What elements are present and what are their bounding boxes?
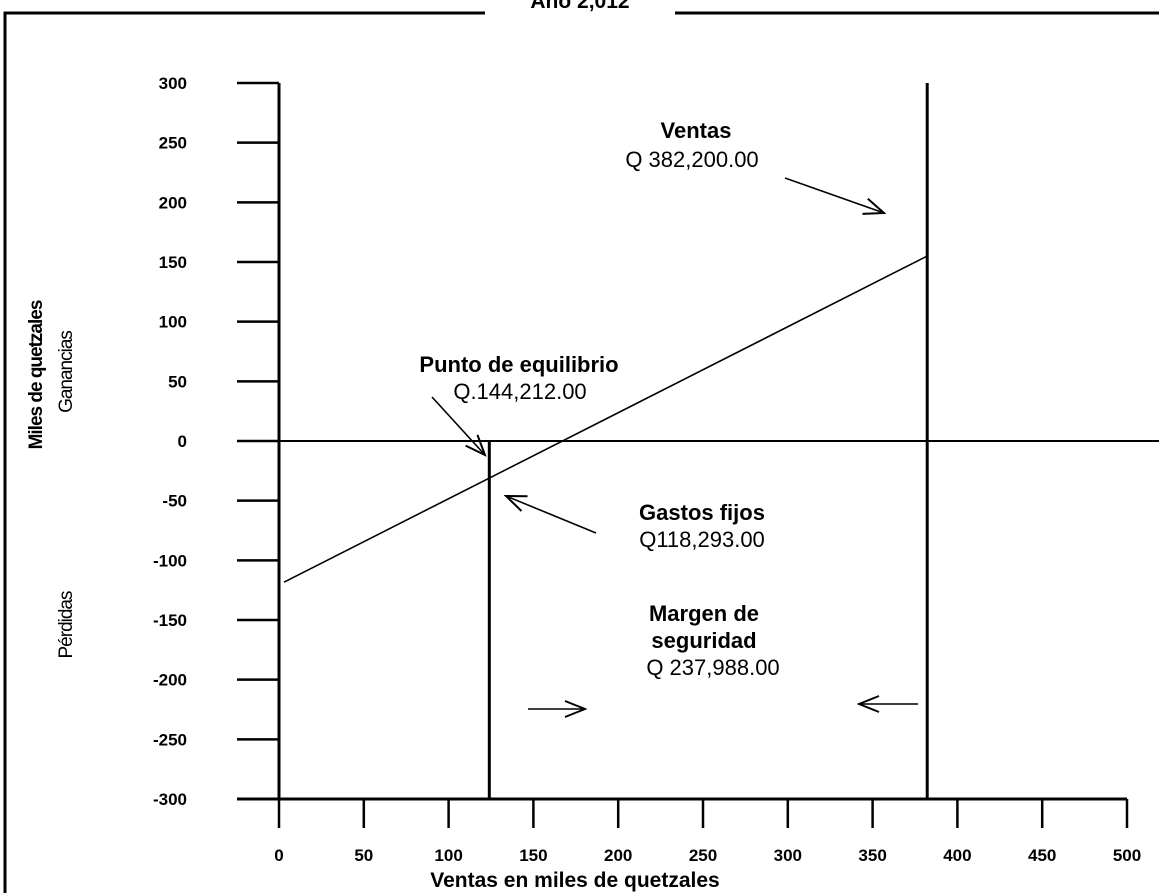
ventas-value: Q 382,200.00 — [625, 147, 758, 172]
profit-line — [283, 255, 928, 583]
x-tick-label: 400 — [943, 846, 971, 865]
x-tick-label: 150 — [519, 846, 547, 865]
y-tick-label: -50 — [162, 492, 187, 511]
y-tick-label: 150 — [159, 253, 187, 272]
title-mask — [485, 0, 675, 18]
y-tick-label: 100 — [159, 313, 187, 332]
gastos-title: Gastos fijos — [639, 500, 765, 525]
y-tick-label: 200 — [159, 193, 187, 212]
margen-title-2: seguridad — [651, 628, 756, 653]
x-tick-label: 450 — [1028, 846, 1056, 865]
ventas-arrow — [784, 177, 884, 213]
equilibrio-title: Punto de equilibrio — [419, 352, 618, 377]
equilibrio-value: Q.144,212.00 — [453, 379, 586, 404]
y-tick-label: 300 — [159, 74, 187, 93]
ventas-title: Ventas — [661, 118, 732, 143]
x-axis-title: Ventas en miles de quetzales — [430, 869, 719, 892]
x-tick-label: 350 — [858, 846, 886, 865]
x-tick-label: 250 — [689, 846, 717, 865]
y-tick-label: -150 — [153, 611, 187, 630]
x-tick-label: 200 — [604, 846, 632, 865]
y-tick-label: 0 — [178, 432, 187, 451]
x-tick-label: 50 — [354, 846, 373, 865]
chart-title: Año 2,012 — [530, 0, 629, 13]
equilibrio-arrow — [431, 396, 485, 455]
y-tick-label: 50 — [168, 372, 187, 391]
perdidas-label: Pérdidas — [56, 591, 77, 658]
y-tick-label: 250 — [159, 134, 187, 153]
x-tick-label: 0 — [274, 846, 283, 865]
x-axis: 0 50 100 150 200 250 300 350 400 450 500 — [237, 797, 1141, 865]
margen-title-1: Margen de — [649, 601, 759, 626]
ganancias-label: Ganancias — [56, 331, 77, 413]
y-axis-title: Miles de quetzales — [26, 300, 47, 449]
y-tick-label: -300 — [153, 790, 187, 809]
y-axis: 300 250 200 150 100 50 0 -50 -100 -150 -200 -250 -30… — [153, 74, 281, 809]
x-tick-label: 300 — [774, 846, 802, 865]
gastos-value: Q118,293.00 — [639, 527, 765, 552]
y-tick-label: -100 — [153, 551, 187, 570]
gastos-arrow — [506, 496, 597, 534]
y-tick-label: -250 — [153, 730, 187, 749]
x-tick-label: 500 — [1113, 846, 1141, 865]
x-tick-label: 100 — [434, 846, 462, 865]
margen-value: Q 237,988.00 — [646, 655, 779, 680]
y-tick-label: -200 — [153, 671, 187, 690]
